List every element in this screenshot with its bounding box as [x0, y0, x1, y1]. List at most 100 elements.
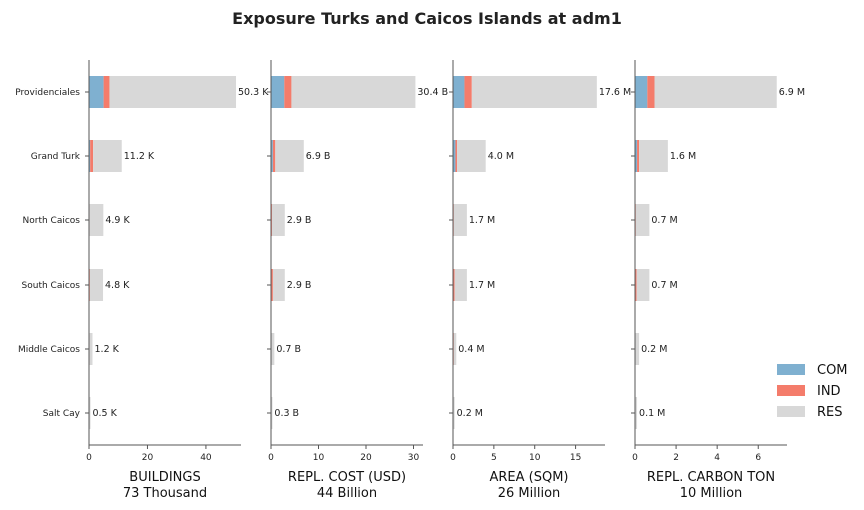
value-label: 2.9 B — [287, 280, 312, 291]
bar-res — [93, 140, 122, 172]
value-label: 0.2 M — [641, 344, 667, 355]
bar-res — [453, 397, 455, 429]
value-label: 4.0 M — [488, 151, 514, 162]
x-axis-total: 73 Thousand — [123, 486, 207, 501]
value-label: 1.7 M — [469, 215, 495, 226]
legend-label: RES — [817, 405, 843, 420]
bar-res — [457, 140, 486, 172]
panel-1: 50.3 K 11.2 K 4.9 K 4.8 K 1.2 K 0.5 K 0 20 40BUI… — [85, 60, 269, 501]
value-label: 6.9 B — [306, 151, 331, 162]
value-label: 0.4 M — [458, 344, 484, 355]
panel-4: 6.9 M 1.6 M 0.7 M 0.7 M 0.2 M 0.1 M 0 2 4 6 REPL. … — [631, 60, 805, 501]
value-label: 0.7 M — [651, 215, 677, 226]
bar-res — [89, 397, 91, 429]
bar-res — [639, 140, 668, 172]
category-label: Grand Turk — [31, 152, 81, 162]
x-tick-label: 30 — [408, 453, 420, 463]
value-label: 2.9 B — [287, 215, 312, 226]
value-label: 0.3 B — [274, 408, 299, 419]
category-label: South Caicos — [22, 281, 81, 291]
value-label: 0.5 K — [92, 408, 117, 419]
bar-res — [635, 204, 650, 236]
bar-res — [635, 333, 640, 365]
value-label: 0.7 B — [276, 344, 301, 355]
bar-res — [635, 397, 638, 429]
value-label: 17.6 M — [599, 87, 631, 98]
bar-res — [109, 76, 237, 108]
bar-com — [89, 76, 104, 108]
bar-com — [635, 76, 648, 108]
bar-com — [453, 140, 456, 172]
value-label: 11.2 K — [124, 151, 155, 162]
category-label: North Caicos — [23, 216, 81, 226]
bar-res — [271, 204, 285, 236]
bar-res — [453, 333, 457, 365]
bar-res — [453, 204, 467, 236]
x-tick-label: 15 — [570, 453, 581, 463]
value-label: 0.1 M — [639, 408, 665, 419]
x-tick-label: 0 — [450, 453, 456, 463]
bar-res — [89, 333, 93, 365]
bar-ind — [453, 269, 455, 301]
bar-res — [271, 333, 275, 365]
x-axis-total: 26 Million — [498, 486, 561, 501]
bar-ind — [635, 269, 637, 301]
panel-3: 17.6 M 4.0 M 1.7 M 1.7 M 0.4 M 0.2 M 0 5 10 15ARE… — [449, 60, 631, 501]
x-tick-label: 10 — [313, 453, 325, 463]
chart-title: Exposure Turks and Caicos Islands at adm… — [232, 9, 622, 28]
bar-ind — [90, 140, 94, 172]
value-label: 1.2 K — [95, 344, 120, 355]
chart-legend: COM IND RES — [777, 363, 848, 420]
x-tick-label: 0 — [268, 453, 274, 463]
bar-res — [272, 269, 285, 301]
x-axis-label: REPL. CARBON TON — [647, 470, 775, 485]
bar-com — [453, 76, 465, 108]
value-label: 4.9 K — [105, 215, 130, 226]
bar-res — [275, 140, 304, 172]
x-tick-label: 5 — [491, 453, 497, 463]
legend-swatch — [777, 364, 805, 375]
x-tick-label: 20 — [142, 453, 154, 463]
x-axis-label: AREA (SQM) — [489, 470, 568, 485]
bar-ind — [637, 140, 640, 172]
category-label: Middle Caicos — [18, 345, 80, 355]
legend-label: IND — [817, 384, 841, 399]
bar-ind — [89, 269, 90, 301]
x-tick-label: 6 — [755, 453, 761, 463]
value-label: 30.4 B — [417, 87, 448, 98]
legend-label: COM — [817, 363, 848, 378]
value-label: 6.9 M — [779, 87, 805, 98]
bar-ind — [103, 76, 110, 108]
value-label: 0.7 M — [651, 280, 677, 291]
bar-res — [636, 269, 650, 301]
bar-ind — [272, 140, 276, 172]
x-tick-label: 0 — [632, 453, 638, 463]
x-axis-total: 44 Billion — [317, 486, 377, 501]
bar-ind — [455, 140, 458, 172]
bar-res — [89, 269, 104, 301]
value-label: 0.2 M — [457, 408, 483, 419]
x-axis-label: BUILDINGS — [129, 470, 200, 485]
bar-ind — [284, 76, 292, 108]
category-label: Providenciales — [15, 88, 80, 98]
value-label: 4.8 K — [105, 280, 130, 291]
bar-ind — [647, 76, 655, 108]
bar-ind — [464, 76, 472, 108]
x-axis-label: REPL. COST (USD) — [288, 470, 406, 485]
x-tick-label: 20 — [360, 453, 372, 463]
value-label: 1.7 M — [469, 280, 495, 291]
bar-res — [89, 204, 104, 236]
x-axis-total: 10 Million — [680, 486, 743, 501]
x-tick-label: 0 — [86, 453, 92, 463]
bar-res — [291, 76, 416, 108]
bar-com — [635, 140, 638, 172]
panel-2: 30.4 B 6.9 B 2.9 B 2.9 B 0.7 B 0.3 B 0 10 20 30RE… — [267, 60, 448, 501]
bar-com — [271, 76, 285, 108]
value-label: 1.6 M — [670, 151, 696, 162]
bar-res — [654, 76, 777, 108]
bar-res — [471, 76, 597, 108]
x-tick-label: 4 — [714, 453, 720, 463]
bar-com — [89, 140, 91, 172]
chart-panels: Providenciales Grand Turk North Caicos Sout… — [15, 60, 805, 501]
